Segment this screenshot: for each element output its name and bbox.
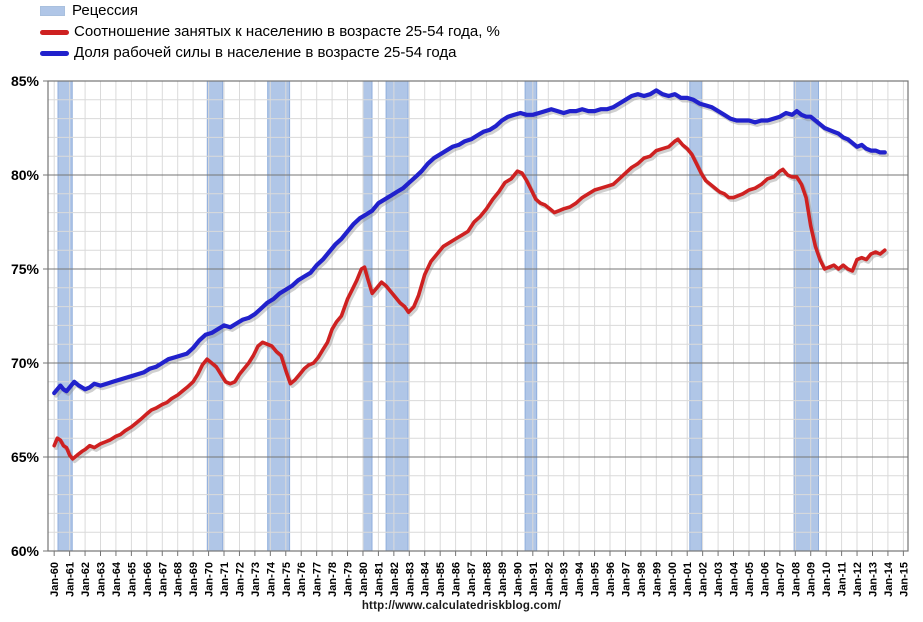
x-tick-label: Jan-87 bbox=[466, 562, 478, 597]
legend-item-employment-ratio: Соотношение занятых к населению в возрас… bbox=[40, 23, 500, 41]
x-tick-label: Jan-88 bbox=[481, 562, 493, 597]
recession-swatch bbox=[40, 6, 65, 16]
x-tick-label: Jan-89 bbox=[497, 562, 509, 597]
x-tick-label: Jan-94 bbox=[574, 561, 586, 597]
x-tick-label: Jan-68 bbox=[173, 562, 185, 597]
x-tick-label: Jan-84 bbox=[420, 561, 432, 597]
x-tick-label: Jan-06 bbox=[759, 562, 771, 597]
x-tick-label: Jan-05 bbox=[744, 562, 756, 597]
legend-item-recession: Рецессия bbox=[40, 2, 500, 20]
legend-label-recession: Рецессия bbox=[72, 2, 138, 19]
y-tick-label: 60% bbox=[11, 543, 40, 559]
x-tick-label: Jan-90 bbox=[512, 562, 524, 597]
legend-label-participation-rate: Доля рабочей силы в население в возрасте… bbox=[74, 44, 457, 61]
legend-item-participation-rate: Доля рабочей силы в население в возрасте… bbox=[40, 44, 500, 62]
x-tick-label: Jan-66 bbox=[142, 562, 154, 597]
x-tick-label: Jan-78 bbox=[327, 562, 339, 597]
x-tick-label: Jan-96 bbox=[605, 562, 617, 597]
x-tick-label: Jan-04 bbox=[729, 561, 741, 597]
x-tick-label: Jan-98 bbox=[636, 562, 648, 597]
x-tick-label: Jan-09 bbox=[806, 562, 818, 597]
x-tick-label: Jan-71 bbox=[219, 562, 231, 597]
red-line-swatch bbox=[40, 29, 69, 35]
x-tick-label: Jan-01 bbox=[682, 562, 694, 597]
x-tick-label: Jan-92 bbox=[543, 562, 555, 597]
red-series-line bbox=[52, 137, 887, 461]
plot-border bbox=[47, 80, 909, 552]
x-tick-label: Jan-69 bbox=[188, 562, 200, 597]
legend: Рецессия Соотношение занятых к населению… bbox=[40, 2, 500, 62]
blue-line-swatch bbox=[40, 50, 69, 56]
x-tick-label: Jan-70 bbox=[204, 562, 216, 597]
blue-series-line bbox=[52, 88, 887, 396]
x-tick-label: Jan-81 bbox=[373, 562, 385, 597]
x-tick-label: Jan-97 bbox=[620, 562, 632, 597]
recession-band bbox=[267, 80, 291, 552]
x-tick-label: Jan-67 bbox=[157, 562, 169, 597]
x-tick-label: Jan-83 bbox=[404, 562, 416, 597]
x-tick-label: Jan-13 bbox=[867, 562, 879, 597]
x-tick-label: Jan-85 bbox=[435, 562, 447, 597]
x-tick-label: Jan-65 bbox=[126, 562, 138, 597]
recession-band bbox=[362, 80, 373, 552]
x-tick-label: Jan-91 bbox=[528, 562, 540, 597]
x-tick-label: Jan-99 bbox=[651, 562, 663, 597]
red-series-line-shadow bbox=[54, 140, 889, 464]
x-tick-label: Jan-75 bbox=[281, 562, 293, 597]
x-tick-label: Jan-80 bbox=[358, 562, 370, 597]
x-tick-label: Jan-79 bbox=[343, 562, 355, 597]
recession-band bbox=[524, 80, 538, 552]
y-tick-label: 75% bbox=[11, 261, 40, 277]
y-tick-label: 85% bbox=[11, 73, 40, 89]
x-tick-label: Jan-03 bbox=[713, 562, 725, 597]
x-tick-label: Jan-10 bbox=[821, 562, 833, 597]
x-tick-label: Jan-73 bbox=[250, 562, 262, 597]
x-tick-label: Jan-64 bbox=[111, 561, 123, 597]
recession-band bbox=[793, 80, 819, 552]
x-tick-label: Jan-76 bbox=[296, 562, 308, 597]
x-tick-label: Jan-00 bbox=[667, 562, 679, 597]
x-tick-label: Jan-72 bbox=[234, 562, 246, 597]
x-tick-label: Jan-86 bbox=[451, 562, 463, 597]
y-tick-label: 70% bbox=[11, 355, 40, 371]
x-tick-label: Jan-07 bbox=[775, 562, 787, 597]
x-tick-label: Jan-61 bbox=[65, 562, 77, 597]
x-tick-label: Jan-82 bbox=[389, 562, 401, 597]
x-tick-label: Jan-11 bbox=[837, 562, 849, 596]
x-tick-label: Jan-15 bbox=[898, 562, 910, 597]
x-tick-label: Jan-77 bbox=[312, 562, 324, 597]
recession-band bbox=[206, 80, 224, 552]
source-url: http://www.calculatedriskblog.com/ bbox=[361, 600, 562, 612]
x-tick-label: Jan-12 bbox=[852, 562, 864, 597]
recession-band bbox=[385, 80, 409, 552]
y-tick-label: 80% bbox=[11, 167, 40, 183]
x-tick-label: Jan-08 bbox=[790, 562, 802, 597]
x-tick-label: Jan-63 bbox=[95, 562, 107, 597]
x-tick-label: Jan-02 bbox=[698, 562, 710, 597]
x-tick-label: Jan-14 bbox=[883, 561, 895, 597]
x-tick-label: Jan-95 bbox=[590, 562, 602, 597]
x-tick-label: Jan-60 bbox=[49, 562, 61, 597]
x-tick-label: Jan-62 bbox=[80, 562, 92, 597]
x-tick-label: Jan-93 bbox=[559, 562, 571, 597]
x-tick-label: Jan-74 bbox=[265, 561, 277, 597]
y-tick-label: 65% bbox=[11, 449, 40, 465]
blue-series-line-shadow bbox=[54, 90, 889, 398]
legend-label-employment-ratio: Соотношение занятых к населению в возрас… bbox=[74, 23, 500, 40]
